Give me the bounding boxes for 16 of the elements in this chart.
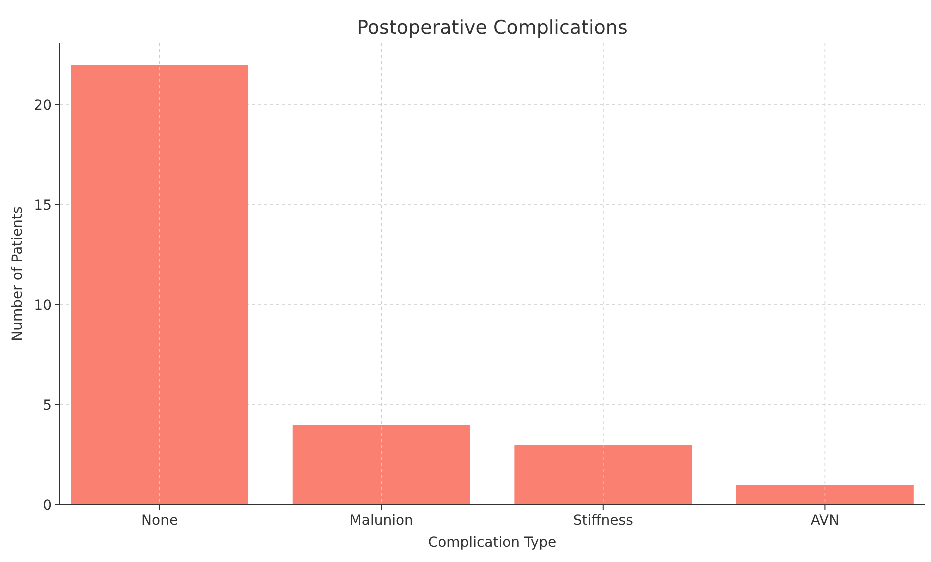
bar: [736, 485, 914, 505]
y-tick-label: 10: [34, 298, 52, 314]
bar: [514, 445, 692, 505]
y-tick-label: 0: [43, 498, 52, 514]
x-tick-label: Stiffness: [573, 513, 634, 529]
bar: [292, 425, 470, 505]
y-tick-label: 15: [34, 198, 52, 214]
bar: [71, 65, 249, 505]
y-tick-label: 5: [43, 398, 52, 414]
chart-title: Postoperative Complications: [357, 17, 628, 39]
x-tick-label: None: [142, 513, 178, 529]
x-tick-label: Malunion: [350, 513, 414, 529]
y-tick-label: 20: [34, 98, 52, 114]
x-tick-label: AVN: [810, 513, 840, 529]
x-axis-title: Complication Type: [428, 535, 557, 551]
y-axis-title: Number of Patients: [10, 206, 26, 342]
